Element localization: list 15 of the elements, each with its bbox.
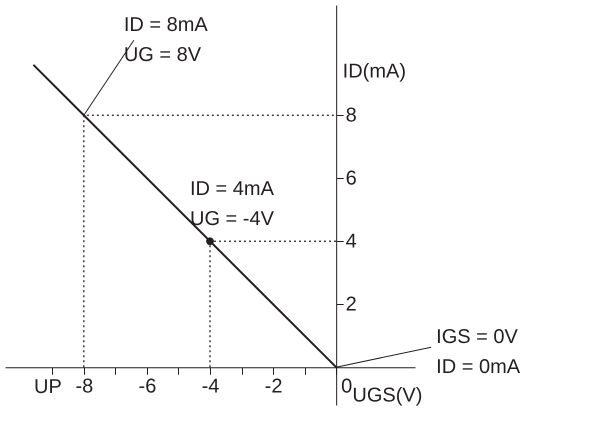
annotation: ID = 8mA UG = 8V: [124, 14, 208, 66]
y-tick-label: 4: [346, 230, 357, 253]
annotation: UP: [34, 376, 62, 398]
y-tick-label: 8: [346, 104, 357, 127]
y-tick-label: 6: [346, 168, 357, 190]
x-tick-label: -4: [202, 376, 220, 398]
y-tick-label: 2: [346, 294, 357, 316]
x-axis-title: UGS(V): [352, 384, 422, 407]
x-tick-label: -6: [138, 376, 156, 398]
y-axis-title: ID(mA): [342, 60, 406, 83]
x-tick-label: 0: [341, 376, 352, 398]
annotation: IGS = 0V ID = 0mA: [436, 326, 521, 378]
x-tick-label: -2: [264, 376, 282, 398]
x-tick-label: -8: [75, 376, 94, 398]
annotation: ID = 4mA UG = -4V: [190, 178, 275, 230]
